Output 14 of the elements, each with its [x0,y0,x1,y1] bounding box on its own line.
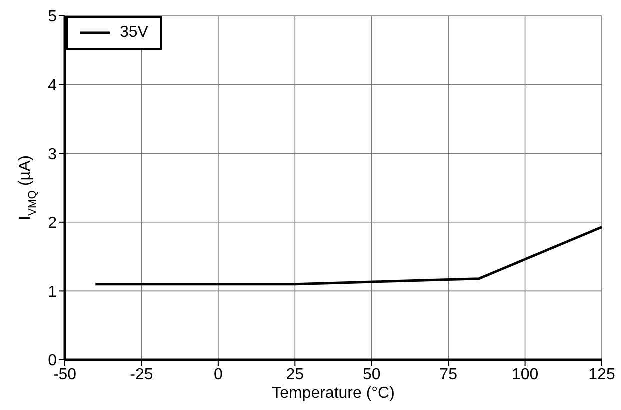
x-tick-label: -25 [130,366,154,384]
x-axis-title: Temperature (°C) [272,385,395,402]
y-tick-label: 4 [48,77,58,94]
y-tick-label: 5 [48,8,58,26]
x-tick-label: 0 [214,366,223,384]
x-tick-label: 25 [286,366,304,384]
y-tick-label: 2 [48,215,58,232]
x-tick-label: 100 [512,366,539,384]
x-tick-label: 125 [588,366,616,384]
legend-label: 35V [120,24,148,42]
x-tick-label: 75 [440,366,458,384]
x-tick-label: 50 [362,366,381,384]
y-tick-label: 1 [48,284,58,301]
y-tick-label: 3 [48,146,58,164]
